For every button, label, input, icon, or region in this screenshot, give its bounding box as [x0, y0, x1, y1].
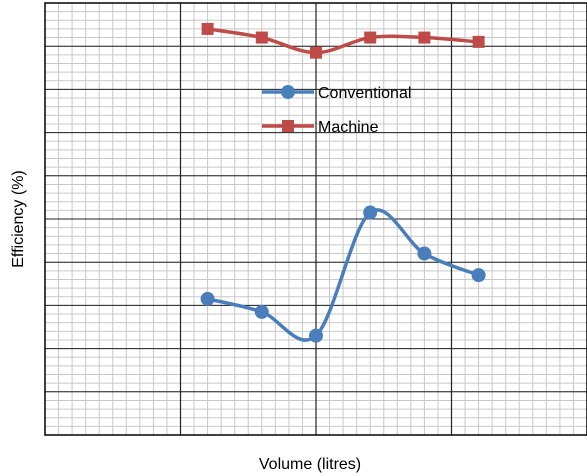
point-conventional [309, 328, 323, 343]
major-gridlines [45, 3, 587, 435]
point-machine [364, 31, 377, 44]
plot-area-border [44, 2, 587, 436]
point-machine [310, 46, 322, 59]
series-machine [201, 22, 485, 59]
legend-label-machine: Machine [318, 119, 379, 136]
legend-swatch-marker-conventional [281, 85, 295, 99]
x-axis-title: Volume (litres) [259, 456, 361, 473]
legend: Conventional Machine [262, 85, 411, 136]
y-axis-title: Efficiency (%) [10, 170, 27, 268]
point-conventional [363, 205, 378, 220]
point-conventional [254, 304, 269, 319]
series-conventional [200, 205, 486, 343]
point-machine [418, 31, 431, 44]
point-machine [201, 22, 214, 35]
legend-swatch-marker-machine [282, 120, 294, 132]
point-conventional [471, 268, 486, 283]
point-machine [472, 35, 485, 48]
point-machine [255, 31, 268, 44]
legend-label-conventional: Conventional [318, 85, 411, 102]
point-conventional [417, 246, 432, 261]
legend-item-conventional: Conventional [262, 85, 411, 102]
legend-item-machine: Machine [262, 119, 379, 136]
series-layer [200, 22, 486, 343]
point-conventional [200, 291, 215, 306]
